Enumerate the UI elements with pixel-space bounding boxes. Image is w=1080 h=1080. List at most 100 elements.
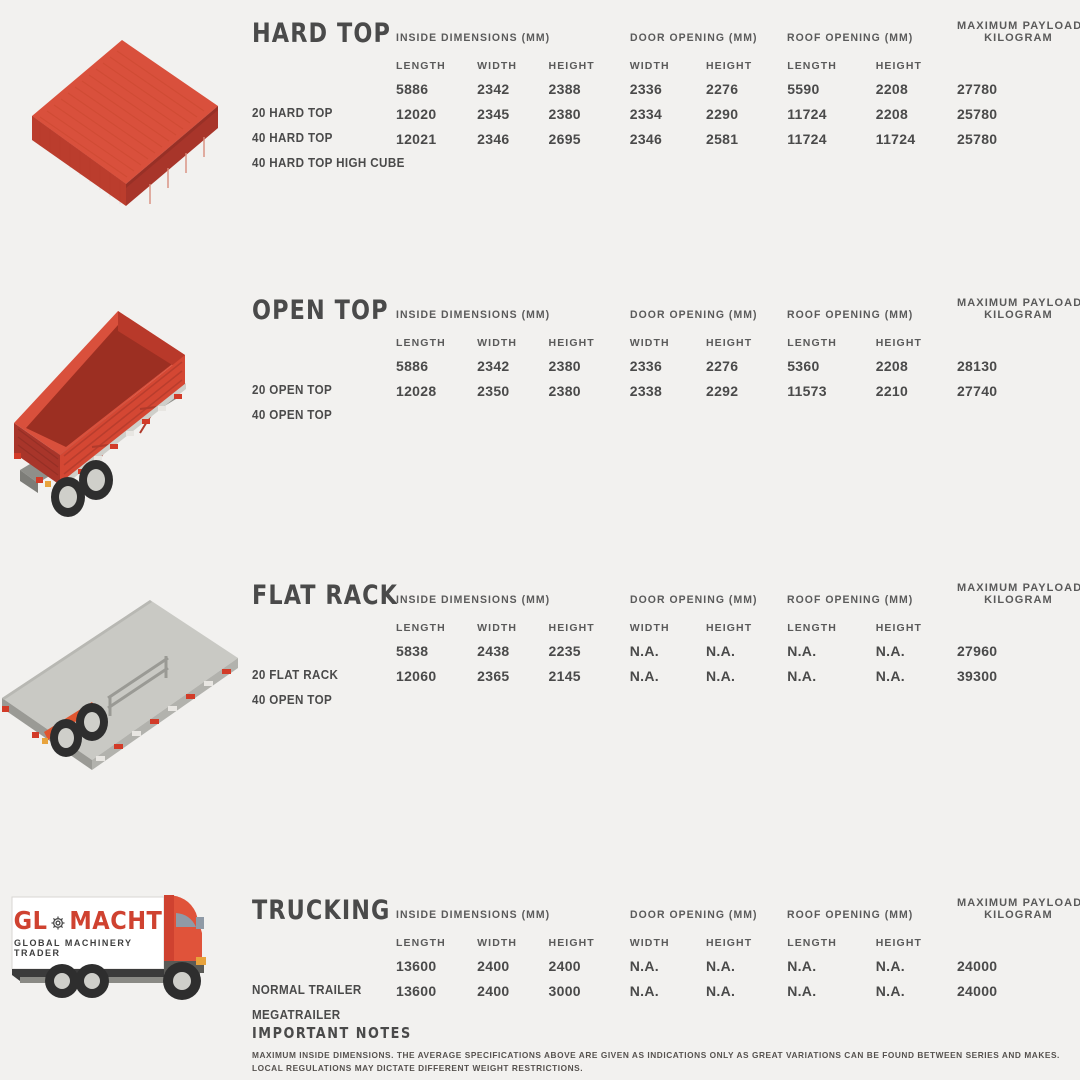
table-row: 13600 2400 2400 N.A. N.A. N.A. N.A. 2400… bbox=[396, 949, 1080, 974]
cell-inside-height: 3000 bbox=[548, 983, 581, 999]
group-door-opening: DOOR OPENING (MM) bbox=[629, 32, 758, 44]
group-header-row: INSIDE DIMENSIONS (MM) DOOR OPENING (MM)… bbox=[396, 895, 1080, 921]
door-bars bbox=[149, 137, 205, 204]
cell-door-height: N.A. bbox=[705, 983, 736, 999]
subheader-roof-length: LENGTH bbox=[787, 622, 837, 634]
cell-inside-width: 2342 bbox=[477, 81, 510, 97]
row-label: MEGATRAILER bbox=[252, 1008, 341, 1022]
table-row: 12020 2345 2380 2334 2290 11724 2208 257… bbox=[396, 97, 1080, 122]
section-title: HARD TOP bbox=[252, 18, 391, 49]
cell-inside-width: 2350 bbox=[477, 383, 510, 399]
shipping-container-illustration bbox=[0, 18, 248, 208]
subheader-door-width: WIDTH bbox=[629, 622, 670, 634]
cell-roof-height: 2208 bbox=[875, 358, 909, 374]
notes-body: MAXIMUM INSIDE DIMENSIONS. THE AVERAGE S… bbox=[252, 1049, 1060, 1075]
cell-roof-height: N.A. bbox=[875, 983, 905, 999]
row-label: NORMAL TRAILER bbox=[252, 983, 362, 997]
subheader-inside-height: HEIGHT bbox=[548, 937, 595, 949]
group-header-row: INSIDE DIMENSIONS (MM) DOOR OPENING (MM)… bbox=[396, 580, 1080, 606]
cell-roof-length: N.A. bbox=[787, 983, 817, 999]
group-maximum-payload: MAXIMUM PAYLOAD KILOGRAM bbox=[956, 582, 1080, 606]
table-row: 13600 2400 3000 N.A. N.A. N.A. N.A. 2400… bbox=[396, 974, 1080, 999]
table-row: 12028 2350 2380 2338 2292 11573 2210 277… bbox=[396, 374, 1080, 399]
subheader-roof-length: LENGTH bbox=[787, 937, 837, 949]
cell-inside-height: 2380 bbox=[548, 106, 581, 122]
cell-roof-height: 2208 bbox=[875, 81, 909, 97]
cell-roof-length: 11724 bbox=[787, 131, 827, 147]
reflective-strip bbox=[96, 669, 231, 761]
cell-roof-length: N.A. bbox=[787, 643, 817, 659]
group-header-row: INSIDE DIMENSIONS (MM) DOOR OPENING (MM)… bbox=[396, 18, 1080, 44]
group-header-row: INSIDE DIMENSIONS (MM) DOOR OPENING (MM)… bbox=[396, 295, 1080, 321]
subheader-door-height: HEIGHT bbox=[705, 622, 753, 634]
row-label: 40 OPEN TOP bbox=[252, 408, 333, 422]
group-maximum-payload: MAXIMUM PAYLOAD KILOGRAM bbox=[956, 20, 1080, 44]
landing-gear bbox=[107, 656, 169, 716]
cell-roof-height: N.A. bbox=[875, 958, 905, 974]
cell-roof-height: N.A. bbox=[875, 643, 905, 659]
cell-door-height: 2581 bbox=[705, 131, 739, 147]
group-roof-opening: ROOF OPENING (MM) bbox=[787, 309, 914, 321]
cell-inside-width: 2400 bbox=[477, 983, 510, 999]
subheader-inside-height: HEIGHT bbox=[548, 337, 595, 349]
subheader-roof-length: LENGTH bbox=[787, 60, 837, 72]
subheader-door-height: HEIGHT bbox=[705, 937, 753, 949]
cell-inside-length: 13600 bbox=[396, 983, 437, 999]
side-slats bbox=[63, 361, 183, 475]
subheader-inside-length: LENGTH bbox=[396, 622, 446, 634]
group-inside-dimensions: INSIDE DIMENSIONS (MM) bbox=[396, 594, 551, 606]
group-inside-dimensions: INSIDE DIMENSIONS (MM) bbox=[396, 32, 551, 44]
cell-inside-height: 2145 bbox=[548, 668, 581, 684]
cell-inside-height: 2400 bbox=[548, 958, 581, 974]
subheader-door-width: WIDTH bbox=[629, 337, 670, 349]
cell-roof-height: 2210 bbox=[875, 383, 909, 399]
group-door-opening: DOOR OPENING (MM) bbox=[629, 594, 758, 606]
group-door-opening: DOOR OPENING (MM) bbox=[629, 309, 758, 321]
group-maximum-payload: MAXIMUM PAYLOAD KILOGRAM bbox=[956, 897, 1080, 921]
cell-inside-height: 2380 bbox=[548, 358, 581, 374]
subheader-inside-width: WIDTH bbox=[477, 60, 518, 72]
row-label: 20 HARD TOP bbox=[252, 106, 333, 120]
trucking-table: INSIDE DIMENSIONS (MM) DOOR OPENING (MM)… bbox=[396, 895, 1080, 999]
cell-door-height: 2276 bbox=[705, 81, 739, 97]
subheader-door-height: HEIGHT bbox=[705, 337, 753, 349]
cell-payload: 39300 bbox=[956, 668, 998, 684]
subheader-inside-width: WIDTH bbox=[477, 337, 518, 349]
wheels bbox=[45, 962, 201, 1000]
cell-roof-height: 2208 bbox=[875, 106, 909, 122]
cell-door-width: 2336 bbox=[629, 81, 663, 97]
cell-inside-length: 12021 bbox=[396, 131, 437, 147]
logo-tagline: GLOBAL MACHINERY TRADER bbox=[14, 938, 133, 958]
subheader-door-width: WIDTH bbox=[629, 937, 670, 949]
table-row: 5838 2438 2235 N.A. N.A. N.A. N.A. 27960 bbox=[396, 634, 1080, 659]
row-label: 20 FLAT RACK bbox=[252, 668, 339, 682]
cell-door-width: 2338 bbox=[629, 383, 663, 399]
subheader-roof-height: HEIGHT bbox=[875, 60, 923, 72]
cell-inside-width: 2365 bbox=[477, 668, 510, 684]
cell-door-height: N.A. bbox=[705, 668, 736, 684]
group-inside-dimensions: INSIDE DIMENSIONS (MM) bbox=[396, 909, 551, 921]
table-row: 5886 2342 2388 2336 2276 5590 2208 27780 bbox=[396, 72, 1080, 97]
cell-roof-length: 11724 bbox=[787, 106, 827, 122]
subheader-roof-height: HEIGHT bbox=[875, 622, 923, 634]
group-inside-dimensions: INSIDE DIMENSIONS (MM) bbox=[396, 309, 551, 321]
subheader-door-height: HEIGHT bbox=[705, 60, 753, 72]
notes-title: IMPORTANT NOTES bbox=[252, 1024, 412, 1042]
cell-door-height: 2290 bbox=[705, 106, 739, 122]
cell-payload: 24000 bbox=[956, 983, 998, 999]
cell-inside-height: 2380 bbox=[548, 383, 581, 399]
sub-header-row: LENGTH WIDTH HEIGHT WIDTH HEIGHT LENGTH … bbox=[396, 921, 1080, 949]
cell-inside-length: 12060 bbox=[396, 668, 437, 684]
cell-inside-length: 12028 bbox=[396, 383, 437, 399]
group-door-opening: DOOR OPENING (MM) bbox=[629, 909, 758, 921]
cell-door-width: 2336 bbox=[629, 358, 663, 374]
cell-payload: 27960 bbox=[956, 643, 998, 659]
group-roof-opening: ROOF OPENING (MM) bbox=[787, 909, 914, 921]
sub-header-row: LENGTH WIDTH HEIGHT WIDTH HEIGHT LENGTH … bbox=[396, 321, 1080, 349]
cell-payload: 25780 bbox=[956, 106, 998, 122]
lamps bbox=[14, 453, 51, 487]
subheader-inside-width: WIDTH bbox=[477, 622, 518, 634]
open-top-table: INSIDE DIMENSIONS (MM) DOOR OPENING (MM)… bbox=[396, 295, 1080, 399]
cell-roof-length: 5360 bbox=[787, 358, 820, 374]
subheader-inside-length: LENGTH bbox=[396, 337, 446, 349]
